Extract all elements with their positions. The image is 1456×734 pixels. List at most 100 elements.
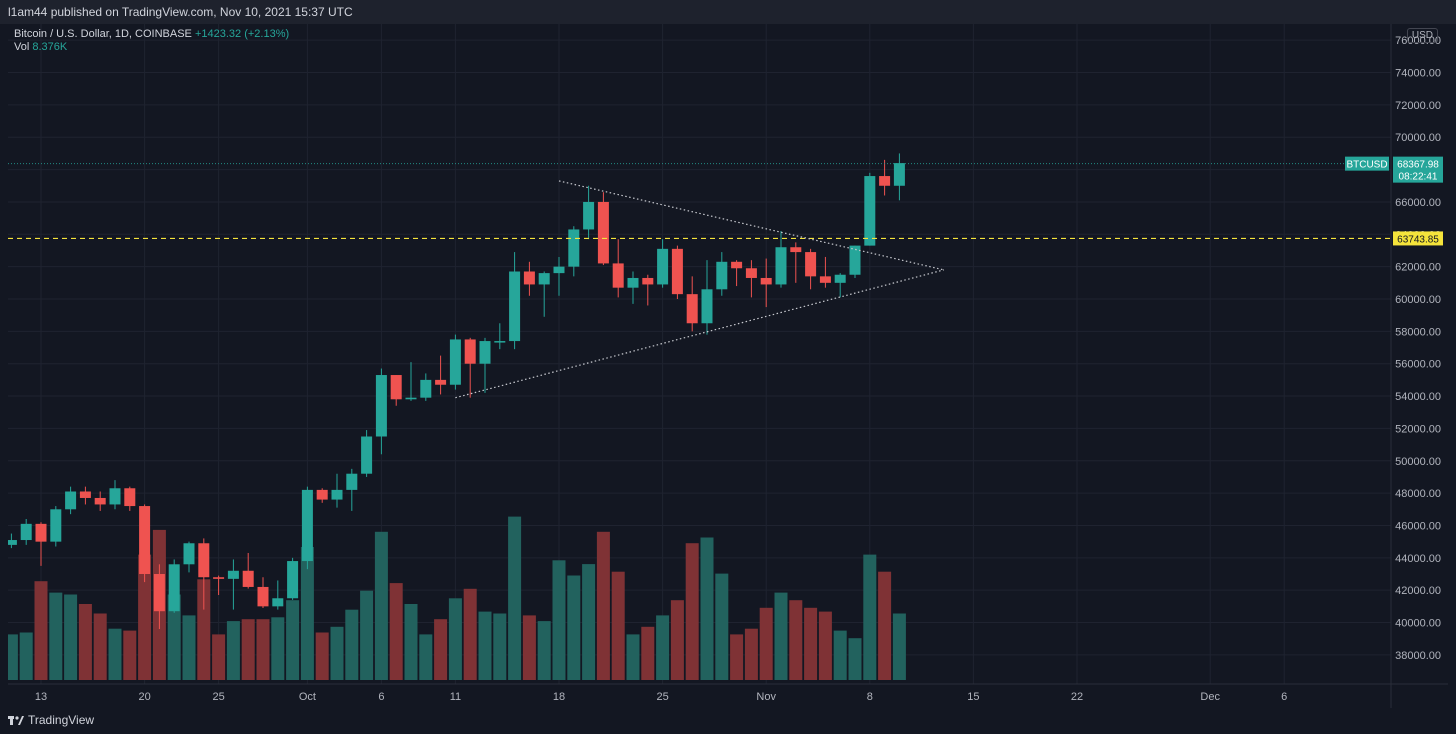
volume-bar [315, 632, 329, 680]
volume-bar [508, 516, 522, 680]
candle-body [538, 273, 550, 285]
volume-bar [8, 634, 18, 680]
time-tick-label: 6 [1281, 691, 1287, 703]
candle-body [168, 564, 180, 612]
candle-body [745, 268, 757, 278]
vol-value: 8.376K [32, 41, 68, 53]
candlestick-chart[interactable]: 38000.00 40000.00 42000.00 44000.00 46000.00… [8, 24, 1448, 708]
time-tick-label: 18 [553, 691, 565, 703]
candle-body [834, 274, 846, 283]
volume-bar [212, 634, 226, 680]
time-tick-label: 11 [450, 691, 461, 703]
volume-bar [656, 615, 670, 680]
tradingview-icon [8, 716, 24, 725]
candle-body [331, 489, 343, 500]
candle-body [361, 436, 373, 474]
volume-bar [804, 607, 818, 680]
symbol-line: Bitcoin / U.S. Dollar, 1D, COINBASE [14, 28, 192, 40]
candle-body [183, 543, 195, 565]
candle-body [642, 277, 654, 285]
vol-label: Vol [14, 41, 30, 53]
candle-body [805, 252, 817, 277]
volume-bar [19, 632, 33, 680]
volume-bars [8, 516, 906, 680]
volume-bar [64, 594, 78, 680]
volume-bar [759, 607, 773, 680]
time-tick-label: 25 [656, 691, 668, 703]
candle-body [612, 263, 624, 288]
candle-body [849, 245, 861, 275]
candle-body [583, 201, 595, 230]
volume-bar [226, 621, 240, 680]
volume-bar [286, 600, 300, 680]
candle-body [568, 229, 580, 267]
candle-body [79, 491, 91, 498]
volume-bar [108, 628, 122, 680]
volume-bar [182, 615, 196, 680]
candle-body [494, 341, 506, 343]
volume-bar [478, 611, 492, 680]
volume-bar [685, 543, 699, 680]
volume-bar [419, 634, 433, 680]
candle-body [790, 247, 802, 253]
volume-bar [300, 547, 314, 680]
volume-bar [463, 588, 477, 680]
tradingview-logo: TradingView [8, 713, 94, 727]
price-tick-label: 58000.00 [1395, 326, 1441, 338]
volume-bar [537, 621, 551, 680]
publish-header: l1am44 published on TradingView.com, Nov… [0, 0, 1456, 24]
volume-bar [49, 592, 63, 680]
candle-body [509, 271, 521, 342]
candle-body [671, 248, 683, 295]
candle-body [94, 497, 106, 505]
volume-bar [715, 573, 729, 680]
volume-bar [567, 575, 581, 680]
volume-bar [789, 600, 803, 680]
price-tick-label: 74000.00 [1395, 68, 1441, 80]
volume-bar [448, 598, 462, 680]
volume-bar [138, 554, 152, 680]
candle-body [257, 586, 269, 607]
candle-body [50, 509, 62, 542]
candle-body [287, 561, 299, 599]
volume-bar [123, 630, 137, 680]
candle-body [109, 488, 121, 505]
time-tick-label: 13 [35, 691, 47, 703]
candle-body [879, 176, 891, 186]
price-tick-label: 56000.00 [1395, 359, 1441, 371]
price-tick-label: 42000.00 [1395, 585, 1441, 597]
candle-body [775, 247, 787, 285]
volume-bar [700, 537, 714, 680]
candle-body [597, 201, 609, 264]
volume-bar [611, 571, 625, 680]
candle-body [35, 523, 47, 542]
candle-body [449, 339, 461, 385]
candle-body [65, 491, 77, 510]
symbol-tag-bg [1345, 156, 1389, 171]
candle-body [242, 570, 254, 587]
volume-bar [360, 590, 374, 680]
volume-bar [256, 619, 270, 680]
candle-body [198, 543, 210, 578]
chart-panel[interactable]: 38000.00 40000.00 42000.00 44000.00 46000.00… [8, 24, 1448, 708]
candle-body [716, 261, 728, 290]
volume-bar [833, 630, 847, 680]
price-tick-label: 62000.00 [1395, 262, 1441, 274]
volume-bar [774, 592, 788, 680]
chart-legend: Bitcoin / U.S. Dollar, 1D, COINBASE +142… [14, 28, 289, 54]
currency-badge[interactable]: USD [1406, 28, 1438, 43]
time-tick-label: 20 [138, 691, 150, 703]
volume-bar [744, 628, 758, 680]
countdown-label: 08:22:41 [1399, 172, 1438, 183]
volume-bar [863, 554, 877, 680]
volume-bar [818, 611, 832, 680]
candles [8, 153, 905, 629]
time-tick-label: 8 [867, 691, 873, 703]
time-tick-label: 15 [967, 691, 979, 703]
volume-bar [241, 619, 255, 680]
price-tick-label: 70000.00 [1395, 132, 1441, 144]
candle-body [316, 489, 328, 500]
volume-bar [892, 613, 906, 680]
candle-body [153, 574, 165, 612]
price-tick-label: 48000.00 [1395, 488, 1441, 500]
